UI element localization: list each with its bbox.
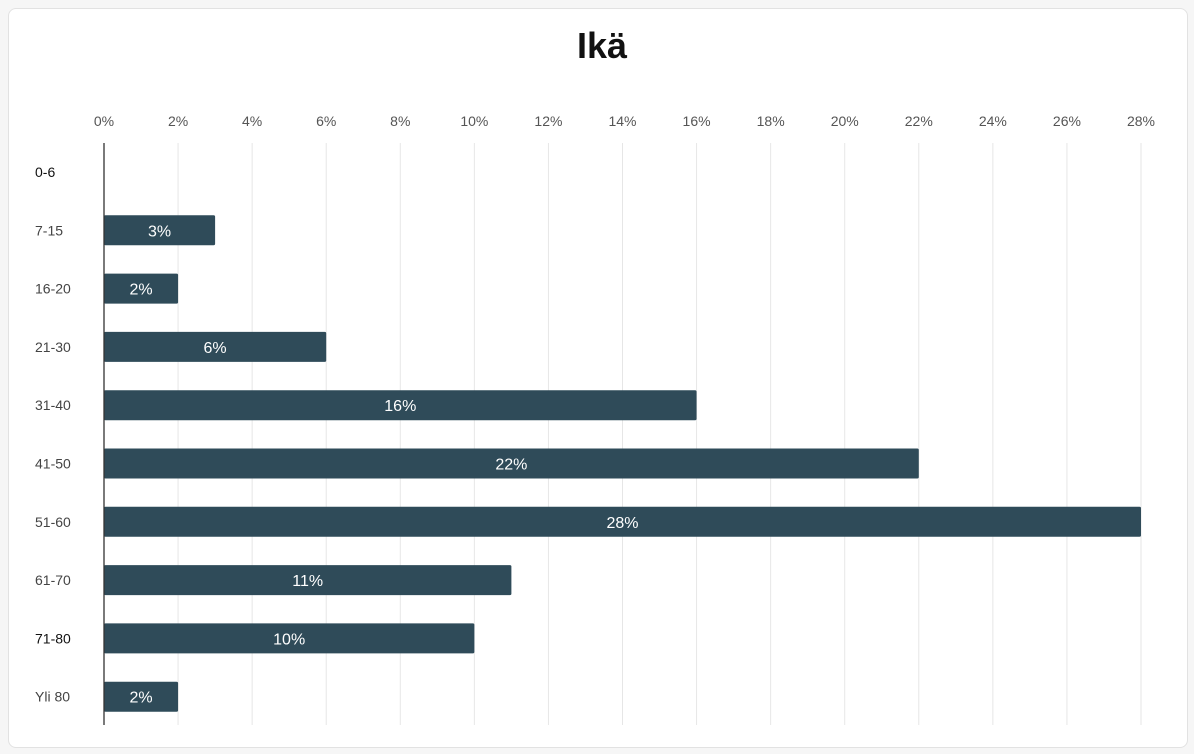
bar [104,623,475,654]
bar [104,681,179,712]
x-tick-label: 26% [1053,113,1081,129]
x-tick-label: 2% [168,113,188,129]
y-tick-label: 21-30 [35,339,71,355]
x-tick-label: 24% [979,113,1007,129]
bar [104,565,512,596]
bar-data-label: 3% [148,223,171,240]
bar-data-label: 2% [129,690,152,707]
y-tick-label: 16-20 [35,281,71,297]
x-tick-label: 10% [460,113,488,129]
x-tick-label: 0% [94,113,114,129]
bar-data-label: 28% [606,515,638,532]
bar-data-label: 16% [384,398,416,415]
bar-data-label: 10% [273,631,305,648]
chart-title: Ikä [577,25,628,66]
y-tick-label: 61-70 [35,572,71,588]
x-tick-label: 22% [905,113,933,129]
y-tick-label: 71-80 [35,630,71,646]
x-tick-label: 16% [683,113,711,129]
x-tick-label: 8% [390,113,410,129]
x-tick-label: 14% [608,113,636,129]
y-tick-label: 51-60 [35,514,71,530]
y-tick-label: 31-40 [35,397,71,413]
bar-data-label: 11% [292,573,323,590]
bar-data-label: 2% [129,282,152,299]
x-tick-label: 4% [242,113,262,129]
bar [104,331,327,362]
bar-data-label: 6% [204,340,227,357]
x-tick-label: 12% [534,113,562,129]
x-tick-label: 20% [831,113,859,129]
x-tick-label: 6% [316,113,336,129]
y-tick-label: 0-6 [35,164,55,180]
bar [104,506,1141,537]
bar [104,215,216,246]
y-axis-ticks: 0-6 7-15 16-20 21-30 31-40 41-50 51-60 61-70 71-… [35,164,71,705]
x-tick-label: 18% [757,113,785,129]
bar [104,448,919,479]
y-tick-label: 41-50 [35,456,71,472]
bar-data-label: 22% [495,457,527,474]
bar [104,273,179,304]
x-tick-label: 28% [1127,113,1155,129]
y-tick-label: Yli 80 [35,689,70,705]
bars: 3% 2% 6% 16% 22% 28% 11% 10% 2% [104,215,1141,712]
y-tick-label: 7-15 [35,222,63,238]
bar [104,390,697,421]
x-axis-ticks: 0% 2% 4% 6% 8% 10% 12% 14% 16% 18% 20% 22% 24% 26% 28% [94,113,1155,129]
